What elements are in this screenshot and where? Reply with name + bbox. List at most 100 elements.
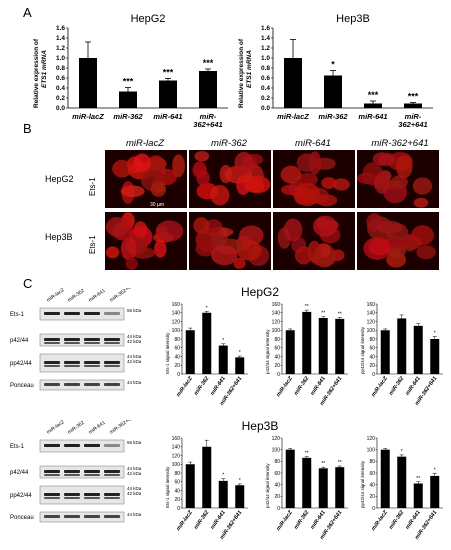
bar [413, 483, 423, 508]
band [104, 312, 120, 315]
y-tick-label: 120 [272, 319, 281, 325]
y-axis-label-text: p42/44 signal intensity [265, 463, 270, 508]
band [104, 493, 120, 496]
x-tick-label: miR-641 [310, 376, 327, 397]
significance-label: * [331, 60, 335, 70]
cell-blob [233, 257, 246, 269]
row-label-hep3b: Hep3B [45, 232, 73, 242]
cell-blob [376, 220, 403, 234]
blot-strip [39, 307, 125, 321]
kda-label: 44 kDa [127, 486, 142, 491]
bar [235, 485, 245, 508]
if-panel [105, 150, 187, 208]
cell-blob [368, 238, 391, 256]
band [104, 515, 120, 518]
lane-label: miR-lacZ [46, 288, 66, 304]
significance-label: ** [416, 476, 420, 482]
band [44, 493, 60, 496]
bar [335, 318, 345, 374]
lane-label: miR-641 [88, 288, 107, 304]
y-tick-label: 120 [367, 436, 376, 442]
x-tick-label: miR-362 [318, 112, 348, 121]
bar [199, 71, 217, 108]
x-tick-label: miR-lacZ [277, 112, 309, 121]
bar [285, 449, 295, 508]
lane-label: miR-362+641 [109, 420, 137, 436]
kda-label: 44 kDa [127, 354, 142, 359]
y-tick-label: 140 [367, 311, 376, 317]
kda-label: 55 kDa [127, 440, 142, 445]
band [64, 338, 80, 341]
y-tick-label: 40 [369, 354, 375, 360]
band [104, 470, 120, 473]
y-tick-label: 60 [369, 471, 375, 477]
if-panel [105, 212, 187, 270]
band [104, 361, 120, 364]
if-panel [189, 150, 271, 208]
kda-label: 44 kDa [127, 380, 142, 385]
kda-label: 42 kDa [127, 359, 142, 364]
y-axis-label: p42/44 signal intensity [265, 329, 270, 374]
band [104, 444, 120, 447]
cell-blob [296, 153, 318, 172]
band [44, 470, 60, 473]
cell-blob [210, 185, 230, 206]
y-tick-label: 100 [367, 447, 376, 453]
bar [413, 325, 423, 374]
y-tick-label: 80 [369, 337, 375, 343]
y-tick-label: 120 [272, 436, 281, 442]
band [104, 365, 120, 367]
significance-label: ** [338, 312, 342, 318]
y-axis-label: pp42/44 signal intensity [360, 326, 365, 374]
blot-strip [39, 439, 125, 453]
y-tick-label: 80 [274, 459, 280, 465]
cell-blob [196, 170, 210, 186]
lane-label: miR-641 [88, 420, 107, 436]
y-tick-label: 100 [172, 462, 181, 468]
y-axis-label-text: p42/44 signal intensity [265, 329, 270, 374]
row-marker-1: Ets-1 [88, 177, 97, 196]
cell-blob [416, 245, 436, 260]
cell-blob [172, 154, 185, 178]
x-tick-label: miR-641 [210, 510, 227, 531]
y-tick-label: 0 [177, 372, 180, 378]
cell-blob [294, 182, 321, 207]
y-tick-label: 80 [369, 459, 375, 465]
western-blot-hep3b: miR-lacZ miR-362 miR-641 miR-362+641 Ets-1 55… [10, 420, 142, 523]
y-axis-label-line2: ETS1 mRNA [246, 50, 253, 88]
band [104, 497, 120, 499]
x-tick-label: miR-641 [310, 510, 327, 531]
band [44, 365, 60, 367]
band [44, 342, 60, 344]
cell-blob [155, 220, 184, 242]
x-tick-label: miR-lacZ [371, 509, 390, 532]
y-tick-label: 80 [174, 471, 180, 477]
y-tick-label: 0.4 [56, 85, 65, 92]
band [84, 515, 100, 518]
x-tick-label: miR- [200, 112, 217, 121]
y-tick-label: 20 [174, 363, 180, 369]
band [84, 312, 100, 315]
x-tick-label: miR-362 [293, 510, 310, 531]
blot-strip [39, 511, 125, 523]
x-tick-label: miR-lacZ [276, 509, 295, 532]
blot-strip [39, 465, 125, 479]
bar [324, 75, 342, 108]
if-panel [357, 212, 439, 270]
cell-blob [234, 151, 254, 175]
x-tick-label: miR-641 [405, 510, 422, 531]
blot-label: Ets-1 [10, 312, 25, 318]
band [64, 515, 80, 518]
y-tick-label: 1.0 [56, 55, 65, 62]
significance-label: ** [305, 451, 309, 457]
kda-label: 42 kDa [127, 491, 142, 496]
cell-blob [321, 177, 337, 190]
bar [404, 103, 422, 108]
bar [335, 467, 345, 508]
y-tick-label: 0.4 [261, 85, 270, 92]
x-tick-label: miR-362 [388, 510, 405, 531]
significance-label: ** [321, 311, 325, 317]
bar [285, 330, 295, 374]
cell-blob [194, 150, 210, 162]
y-tick-label: 0 [277, 372, 280, 378]
